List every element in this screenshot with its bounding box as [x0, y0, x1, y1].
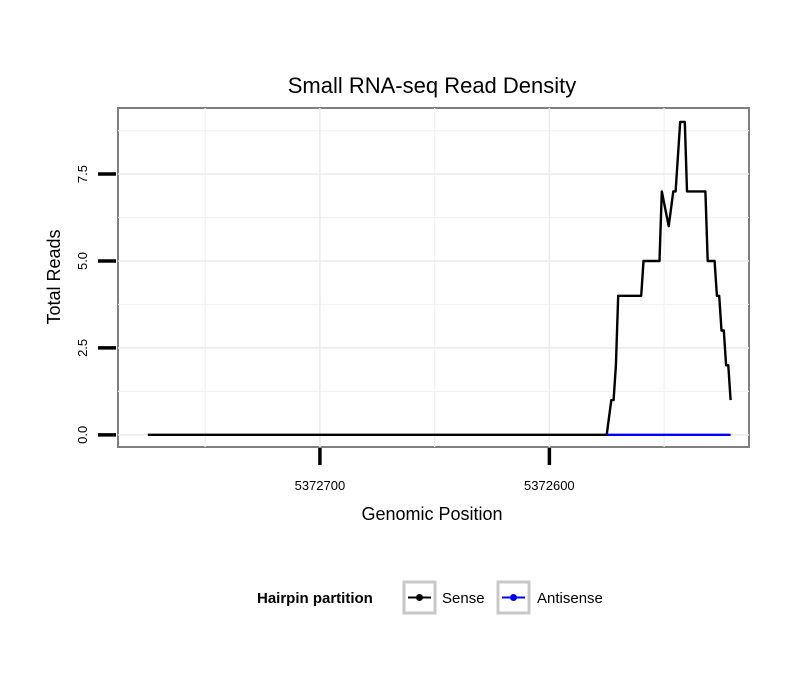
legend-item-sense: Sense	[402, 580, 485, 615]
legend-point-sense	[416, 594, 423, 601]
legend: Hairpin partition Sense Antisense	[257, 580, 603, 615]
legend-item-antisense: Antisense	[496, 580, 603, 615]
y-tick-label: 0.0	[75, 426, 90, 444]
legend-title: Hairpin partition	[257, 590, 373, 607]
series-line-sense	[147, 120, 732, 436]
data-series	[147, 120, 732, 436]
legend-label-sense: Sense	[442, 590, 485, 607]
x-tick-label: 5372600	[524, 478, 575, 493]
chart-title: Small RNA-seq Read Density	[288, 73, 577, 98]
y-axis-title: Total Reads	[44, 229, 64, 324]
legend-label-antisense: Antisense	[537, 590, 603, 607]
y-tick-label: 2.5	[75, 339, 90, 357]
y-tick-label: 5.0	[75, 252, 90, 270]
x-tick-label: 5372700	[295, 478, 346, 493]
axes: 0.0 2.5 5.0 7.5 5372700 5372600	[75, 165, 575, 493]
x-axis-title: Genomic Position	[361, 504, 502, 524]
plot-panel	[117, 107, 750, 448]
y-tick-label: 7.5	[75, 165, 90, 183]
legend-point-antisense	[510, 594, 517, 601]
